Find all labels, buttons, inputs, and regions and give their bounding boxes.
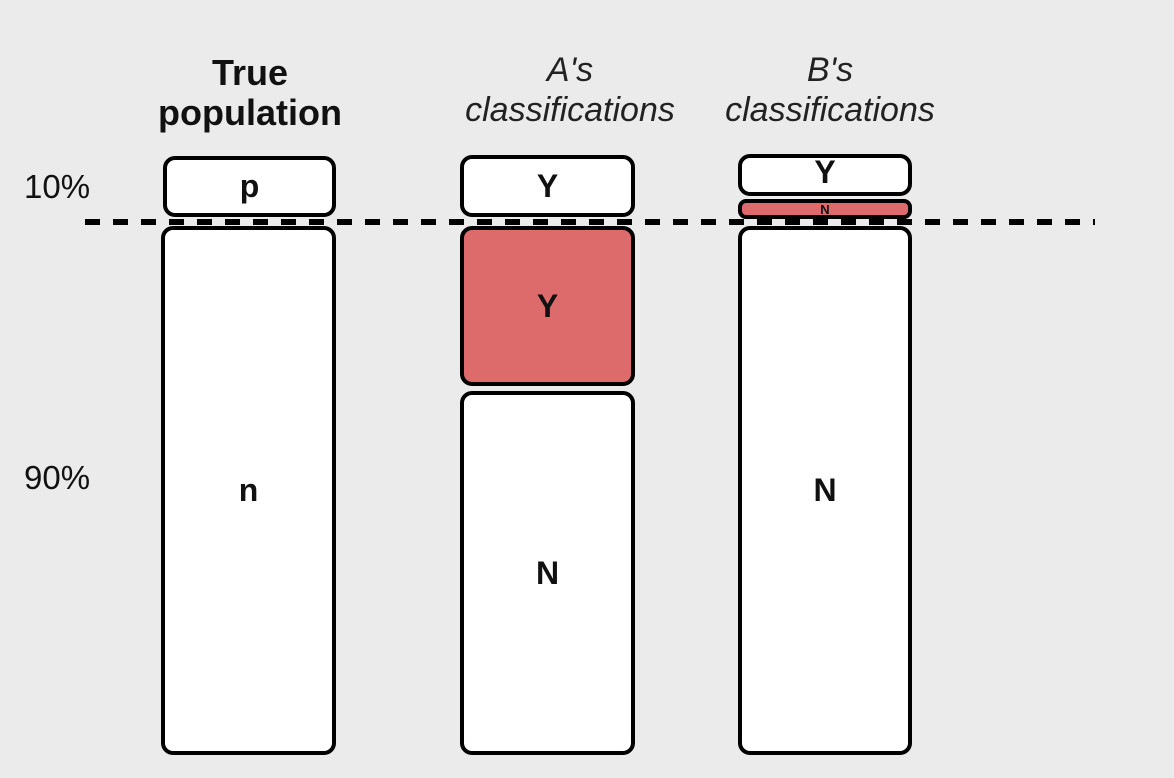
a-classifications-title: A's classifications — [440, 50, 700, 130]
true-population-negative-box: n — [161, 226, 336, 755]
b-true-positive-box: Y — [738, 154, 912, 196]
true-population-negative-label: n — [238, 472, 259, 508]
a-classifications-title-line2: classifications — [465, 91, 675, 129]
percent-90-label: 90% — [24, 459, 91, 496]
true-population-title-line1: True — [211, 52, 289, 93]
percent-10-label: 10% — [24, 168, 91, 205]
a-true-positive-box: Y — [460, 155, 635, 217]
a-classifications-title-line1: A's — [546, 51, 594, 89]
a-negative-label: N — [535, 554, 560, 591]
b-classifications-title: B's classifications — [700, 50, 960, 130]
a-false-positive-box: Y — [460, 226, 635, 386]
a-true-positive-label: Y — [536, 167, 559, 204]
true-population-title: True population — [130, 53, 370, 133]
b-classifications-title-line1: B's — [806, 51, 854, 89]
b-classifications-title-line2: classifications — [725, 91, 935, 129]
true-population-positive-label: p — [239, 168, 260, 204]
b-true-positive-label: Y — [814, 154, 836, 190]
b-negative-box: N — [738, 226, 912, 755]
a-false-positive-label: Y — [536, 287, 559, 324]
b-negative-label: N — [813, 472, 837, 508]
b-false-negative-label: N — [820, 201, 830, 217]
a-negative-box: N — [460, 391, 635, 755]
true-population-positive-box: p — [163, 156, 336, 217]
b-false-negative-box: N — [738, 199, 912, 219]
true-population-title-line2: population — [158, 92, 342, 133]
